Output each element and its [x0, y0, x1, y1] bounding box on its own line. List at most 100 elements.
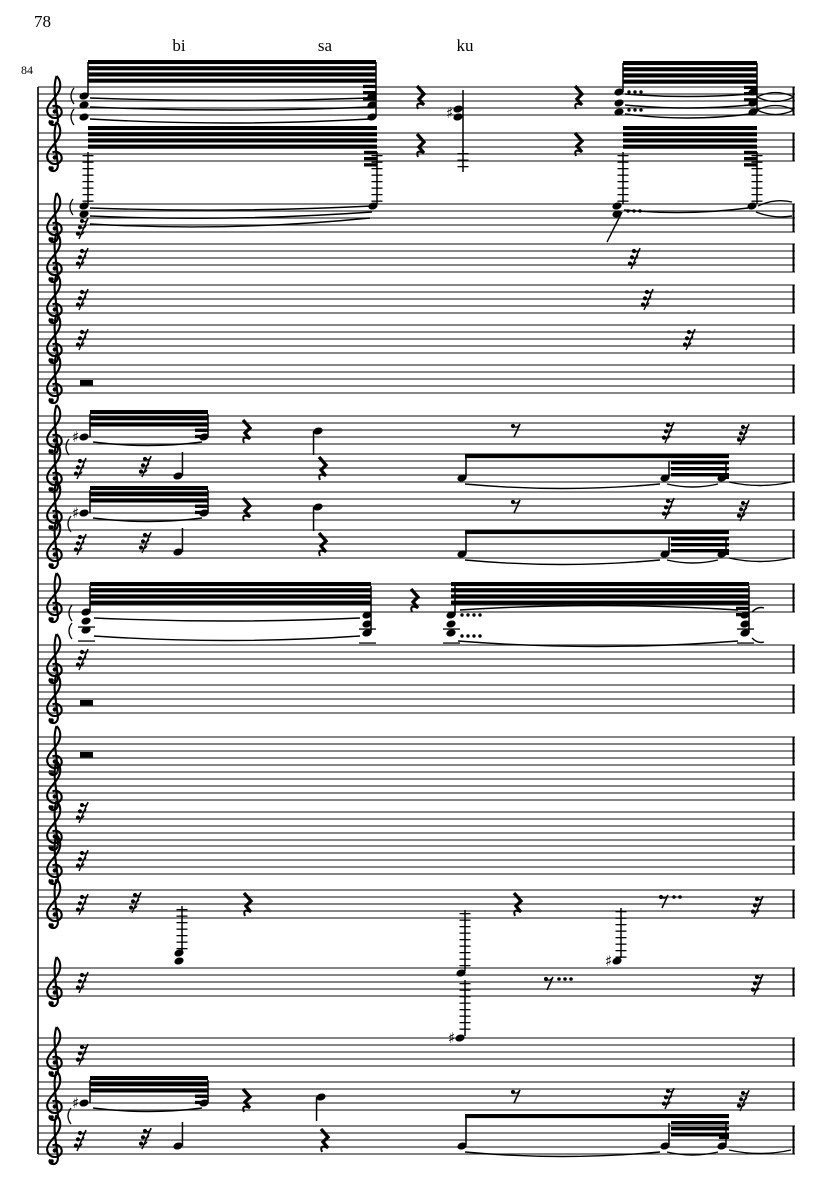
ledger-tick [82, 155, 94, 157]
rest-whole-icon [80, 700, 93, 706]
augmentation-dot [672, 895, 676, 899]
rest-hook [663, 511, 671, 515]
ledger-tick [82, 161, 94, 163]
rest-hook [77, 231, 85, 235]
ledger-tick [751, 174, 763, 176]
notehead [740, 629, 750, 637]
rest-quarter-icon [415, 84, 427, 107]
slur [464, 1151, 661, 1158]
rest-hook [665, 1095, 673, 1099]
notehead [614, 88, 624, 96]
ledger-tick [457, 159, 469, 161]
treble-clef-stroke [46, 834, 63, 879]
ledger-tick [459, 945, 471, 947]
ledger-tick [617, 194, 629, 196]
slur [457, 640, 739, 648]
rest-hook [631, 255, 639, 259]
tremolo-beam [465, 1114, 729, 1119]
partial-beam [744, 163, 757, 167]
rest-hook [81, 649, 89, 654]
tremolo-beam [671, 461, 729, 465]
note-stem [181, 528, 184, 552]
ledger-tick [751, 187, 763, 189]
rest-hook [77, 815, 85, 819]
notehead [79, 433, 89, 441]
ledger-tick [176, 941, 188, 943]
clef-spiral-dot [52, 266, 57, 271]
ledger-tick [617, 155, 629, 157]
treble-clef-stroke [48, 956, 59, 1008]
ledger-line [359, 642, 376, 644]
tremolo-beam [90, 600, 371, 605]
articulation-dots [460, 613, 464, 617]
treble-clef-stroke [48, 353, 59, 405]
notehead [79, 113, 89, 121]
treble-clef-stroke [46, 232, 63, 277]
treble-clef-icon [46, 760, 63, 812]
ledger-tick [371, 187, 383, 189]
ledger-tick [176, 915, 188, 917]
note-stem [464, 910, 466, 971]
end-barline [792, 244, 795, 272]
clef-spiral-dot [52, 387, 57, 392]
clef-tail-dot [49, 237, 54, 242]
slur [624, 113, 751, 119]
slur [92, 517, 203, 523]
end-barline [792, 204, 795, 232]
treble-clef-stroke [48, 192, 59, 244]
slur [751, 606, 765, 613]
rest-hook [130, 905, 138, 909]
notehead [199, 1099, 209, 1107]
rest-hook [77, 863, 85, 867]
treble-clef-stroke [46, 1070, 63, 1115]
note-stem [748, 586, 750, 633]
rest-quarter-icon [242, 891, 254, 914]
ledger-tick [751, 200, 763, 202]
rest-quarter-icon [241, 418, 253, 441]
note-stem [756, 152, 758, 204]
tremolo-beam [88, 138, 377, 143]
note-stem [207, 490, 209, 513]
rest-hook [742, 424, 750, 429]
slur [624, 104, 751, 109]
notehead [174, 949, 184, 957]
clef-tail-dot [49, 617, 54, 622]
treble-clef-stroke [46, 353, 63, 398]
tremolo-beam [88, 72, 376, 77]
slur [624, 93, 751, 98]
rest-hook [663, 1101, 671, 1105]
treble-clef-stroke [46, 800, 63, 845]
articulation-dots [472, 613, 476, 617]
clef-spiral-dot [52, 667, 57, 672]
rest-hook [663, 435, 671, 439]
notehead [446, 629, 456, 637]
ledger-tick [176, 935, 188, 937]
ledger-tick [615, 956, 627, 958]
rest-hook [756, 896, 764, 901]
ledger-tick [82, 200, 94, 202]
rest-hook [77, 541, 85, 545]
notehead [81, 617, 91, 625]
notehead [612, 210, 622, 218]
ledger-tick [459, 1015, 471, 1017]
rest-quarter-icon [317, 531, 329, 554]
tremolo-beam [90, 1076, 208, 1081]
rest-quarter-icon [241, 496, 253, 519]
rest-hook [752, 987, 760, 991]
rest-hook [144, 1128, 152, 1133]
ledger-tick [371, 200, 383, 202]
notehead [81, 626, 91, 634]
treble-clef-icon [46, 1114, 63, 1166]
slur [93, 635, 361, 642]
slur [666, 483, 719, 488]
note-stem [622, 63, 624, 92]
notehead [79, 1099, 89, 1107]
rest-hook [140, 545, 148, 549]
notehead [79, 92, 89, 100]
tremolo-beam [671, 543, 729, 547]
rest-hook [140, 469, 148, 473]
ledger-tick [617, 168, 629, 170]
tremolo-beam [623, 73, 757, 78]
rest-8th-icon [513, 1089, 521, 1104]
rest-quarter-icon [573, 84, 585, 107]
